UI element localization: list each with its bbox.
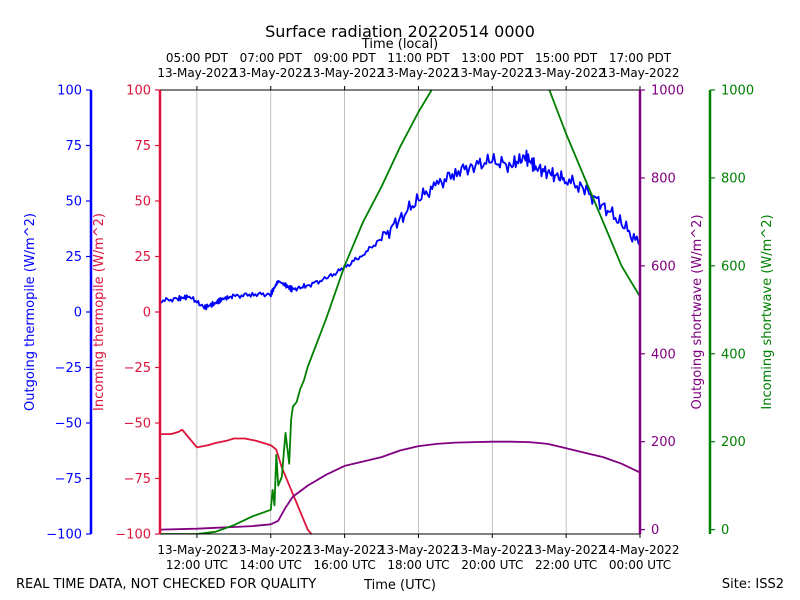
y-axis-label: Incoming thermopile (W/m^2) [92,213,107,411]
y-axis-incoming-thermopile: 100 75 50 25 0 −25 −50 −75 −100 Incoming thermopi… [92,84,162,543]
x-tick-label-utc-time: 18:00 UTC [387,558,449,572]
x-tick-label-local-time: 15:00 PDT [535,51,598,65]
series-line-incoming-thermopile [160,428,313,534]
y-tick-label: 1000 [721,84,754,99]
y-tick-label: 200 [651,435,676,450]
x-tick-label-utc-time: 22:00 UTC [535,558,597,572]
y-tick-label: 800 [721,171,746,186]
x-tick-label-local-time: 11:00 PDT [387,51,450,65]
y-axis-incoming-shortwave: 1000 800 600 400 200 0 Incoming shortwave (W/m… [708,84,775,538]
x-tick-label-local-date: 13-May-2022 [305,66,384,80]
x-tick-label-utc-date: 14-May-2022 [600,543,679,557]
series-line-outgoing-thermopile [160,149,640,311]
top-axis-label: Time (local) [361,37,438,52]
y-tick-label: 0 [143,306,151,321]
x-tick-label-utc-date: 13-May-2022 [379,543,458,557]
x-tick-label-utc-time: 12:00 UTC [166,558,228,572]
y-tick-label: 200 [721,435,746,450]
quality-notice: REAL TIME DATA, NOT CHECKED FOR QUALITY [16,577,316,592]
chart-title: Surface radiation 20220514 0000 [265,22,535,41]
y-tick-label: 100 [126,84,151,99]
x-tick-label-local-date: 13-May-2022 [600,66,679,80]
y-tick-label: 0 [651,523,659,538]
x-tick-label-local-time: 13:00 PDT [461,51,524,65]
x-tick-label-local-time: 07:00 PDT [240,51,303,65]
series-line-outgoing-shortwave [160,440,640,531]
series-line-incoming-shortwave [160,90,640,534]
series-layer [160,90,640,534]
y-tick-label: −100 [115,528,151,543]
y-tick-label: 75 [134,139,151,154]
x-tick-label-local-time: 17:00 PDT [609,51,672,65]
x-tick-label-local-time: 05:00 PDT [166,51,229,65]
y-tick-label: −50 [55,417,82,432]
y-axis-outgoing-thermopile: 100 75 50 25 0 −25 −50 −75 −100 Outgoing thermopi… [23,84,93,543]
x-tick-label-local-date: 13-May-2022 [527,66,606,80]
x-tick-label-utc-time: 00:00 UTC [609,558,671,572]
site-label: Site: ISS2 [722,577,784,592]
x-tick-label-utc-date: 13-May-2022 [157,543,236,557]
x-axis-label: Time (UTC) [363,578,436,593]
x-tick-label-utc-date: 13-May-2022 [527,543,606,557]
y-axis-outgoing-shortwave: 1000 800 600 400 200 0 Outgoing shortwave (W/m… [638,84,705,538]
y-tick-label: 75 [65,139,82,154]
y-tick-label: 400 [721,347,746,362]
x-tick-label-local-date: 13-May-2022 [231,66,310,80]
x-tick-label-local-date: 13-May-2022 [379,66,458,80]
y-axis-label: Incoming shortwave (W/m^2) [760,214,775,409]
y-tick-label: 50 [134,195,151,210]
y-tick-label: −50 [124,417,151,432]
y-tick-label: 100 [57,84,82,99]
y-tick-label: 25 [134,250,151,265]
y-tick-label: 1000 [651,84,684,99]
y-tick-label: −75 [124,472,151,487]
x-tick-label-utc-date: 13-May-2022 [231,543,310,557]
vertical-gridlines [196,90,641,534]
x-tick-label-local-time: 09:00 PDT [314,51,377,65]
y-tick-label: −100 [46,528,82,543]
x-tick-label-local-date: 13-May-2022 [157,66,236,80]
x-tick-label-utc-time: 16:00 UTC [314,558,376,572]
x-tick-label-utc-time: 14:00 UTC [240,558,302,572]
y-tick-label: −25 [55,361,82,376]
x-tick-label-local-date: 13-May-2022 [453,66,532,80]
y-tick-label: 0 [74,306,82,321]
y-tick-label: 800 [651,171,676,186]
x-tick-label-utc-date: 13-May-2022 [305,543,384,557]
y-tick-label: 25 [65,250,82,265]
y-axis-label: Outgoing shortwave (W/m^2) [690,214,705,409]
y-tick-label: 50 [65,195,82,210]
y-tick-label: 600 [721,259,746,274]
y-tick-label: −25 [124,361,151,376]
x-tick-label-utc-time: 20:00 UTC [461,558,523,572]
y-tick-label: 400 [651,347,676,362]
y-tick-label: −75 [55,472,82,487]
y-axis-label: Outgoing thermopile (W/m^2) [23,213,38,411]
y-tick-label: 0 [721,523,729,538]
y-tick-label: 600 [651,259,676,274]
plot-frame [160,89,640,535]
x-tick-label-utc-date: 13-May-2022 [453,543,532,557]
